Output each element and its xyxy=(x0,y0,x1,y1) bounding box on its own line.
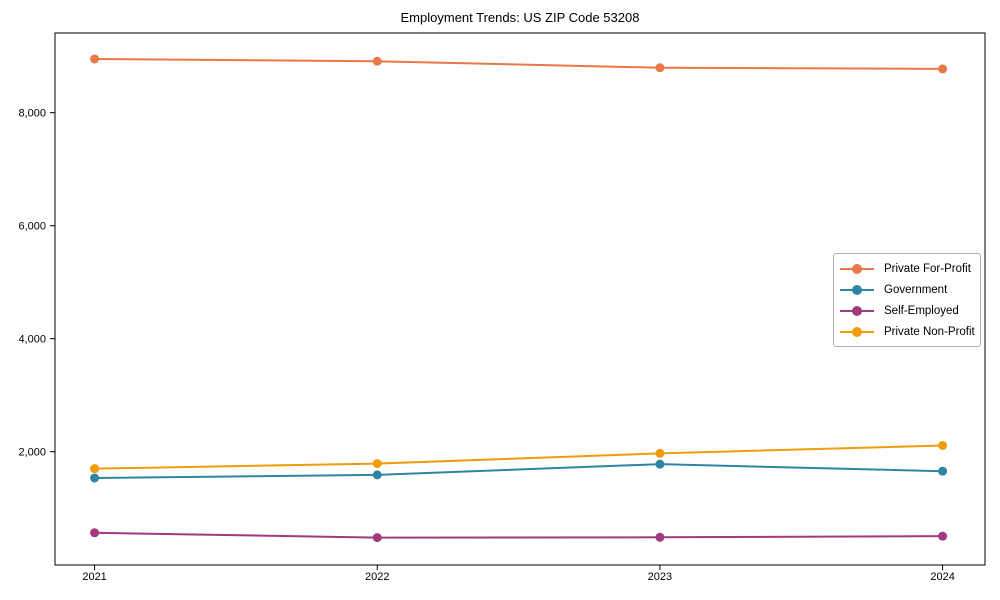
legend-dot-icon xyxy=(852,326,862,337)
y-tick-label: 2,000 xyxy=(18,447,46,459)
legend-dot-icon xyxy=(852,305,862,316)
legend-item-private-for-profit: Private For-Profit xyxy=(840,258,974,279)
line-series-government xyxy=(94,463,943,479)
legend-label: Private For-Profit xyxy=(884,262,971,275)
legend-item-private-non-profit: Private Non-Profit xyxy=(840,321,975,342)
marker-self-employed-2024 xyxy=(938,531,948,541)
legend-dot-icon xyxy=(852,284,862,295)
legend-label: Government xyxy=(884,283,948,296)
marker-self-employed-2021 xyxy=(90,528,100,538)
marker-private-for-profit-2023 xyxy=(655,63,665,73)
marker-government-2024 xyxy=(938,466,948,476)
chart-legend: Private For-Profit Government Self-Employe… xyxy=(833,253,981,347)
y-tick-label: 6,000 xyxy=(18,221,46,233)
marker-government-2021 xyxy=(90,473,100,483)
marker-private-non-profit-2024 xyxy=(938,440,948,450)
line-series-private-non-profit xyxy=(94,444,943,470)
x-tick-label: 2022 xyxy=(365,571,389,583)
legend-swatch-private-non-profit xyxy=(840,326,874,337)
marker-private-non-profit-2021 xyxy=(90,464,100,474)
legend-item-self-employed: Self-Employed xyxy=(840,300,974,321)
x-tick-label: 2021 xyxy=(82,571,106,583)
marker-self-employed-2023 xyxy=(655,532,665,542)
legend-label: Self-Employed xyxy=(884,304,959,317)
x-tick-label: 2024 xyxy=(930,571,954,583)
legend-dot-icon xyxy=(852,263,862,274)
x-tick-label: 2023 xyxy=(648,571,672,583)
y-tick-label: 4,000 xyxy=(18,334,46,346)
marker-private-non-profit-2022 xyxy=(372,459,382,469)
marker-government-2022 xyxy=(372,470,382,480)
y-tick-label: 8,000 xyxy=(18,108,46,120)
marker-self-employed-2022 xyxy=(372,533,382,543)
marker-private-for-profit-2021 xyxy=(90,54,100,64)
plot-border xyxy=(54,32,986,566)
marker-private-non-profit-2023 xyxy=(655,448,665,458)
legend-swatch-government xyxy=(840,284,874,295)
line-series-self-employed xyxy=(94,531,943,539)
legend-swatch-self-employed xyxy=(840,305,874,316)
marker-private-for-profit-2024 xyxy=(938,64,948,74)
marker-private-for-profit-2022 xyxy=(372,56,382,66)
legend-item-government: Government xyxy=(840,279,974,300)
legend-swatch-private-for-profit xyxy=(840,263,874,274)
chart-title: Employment Trends: US ZIP Code 53208 xyxy=(400,10,640,25)
marker-government-2023 xyxy=(655,459,665,469)
line-series-private-for-profit xyxy=(94,57,943,70)
legend-label: Private Non-Profit xyxy=(884,325,975,338)
